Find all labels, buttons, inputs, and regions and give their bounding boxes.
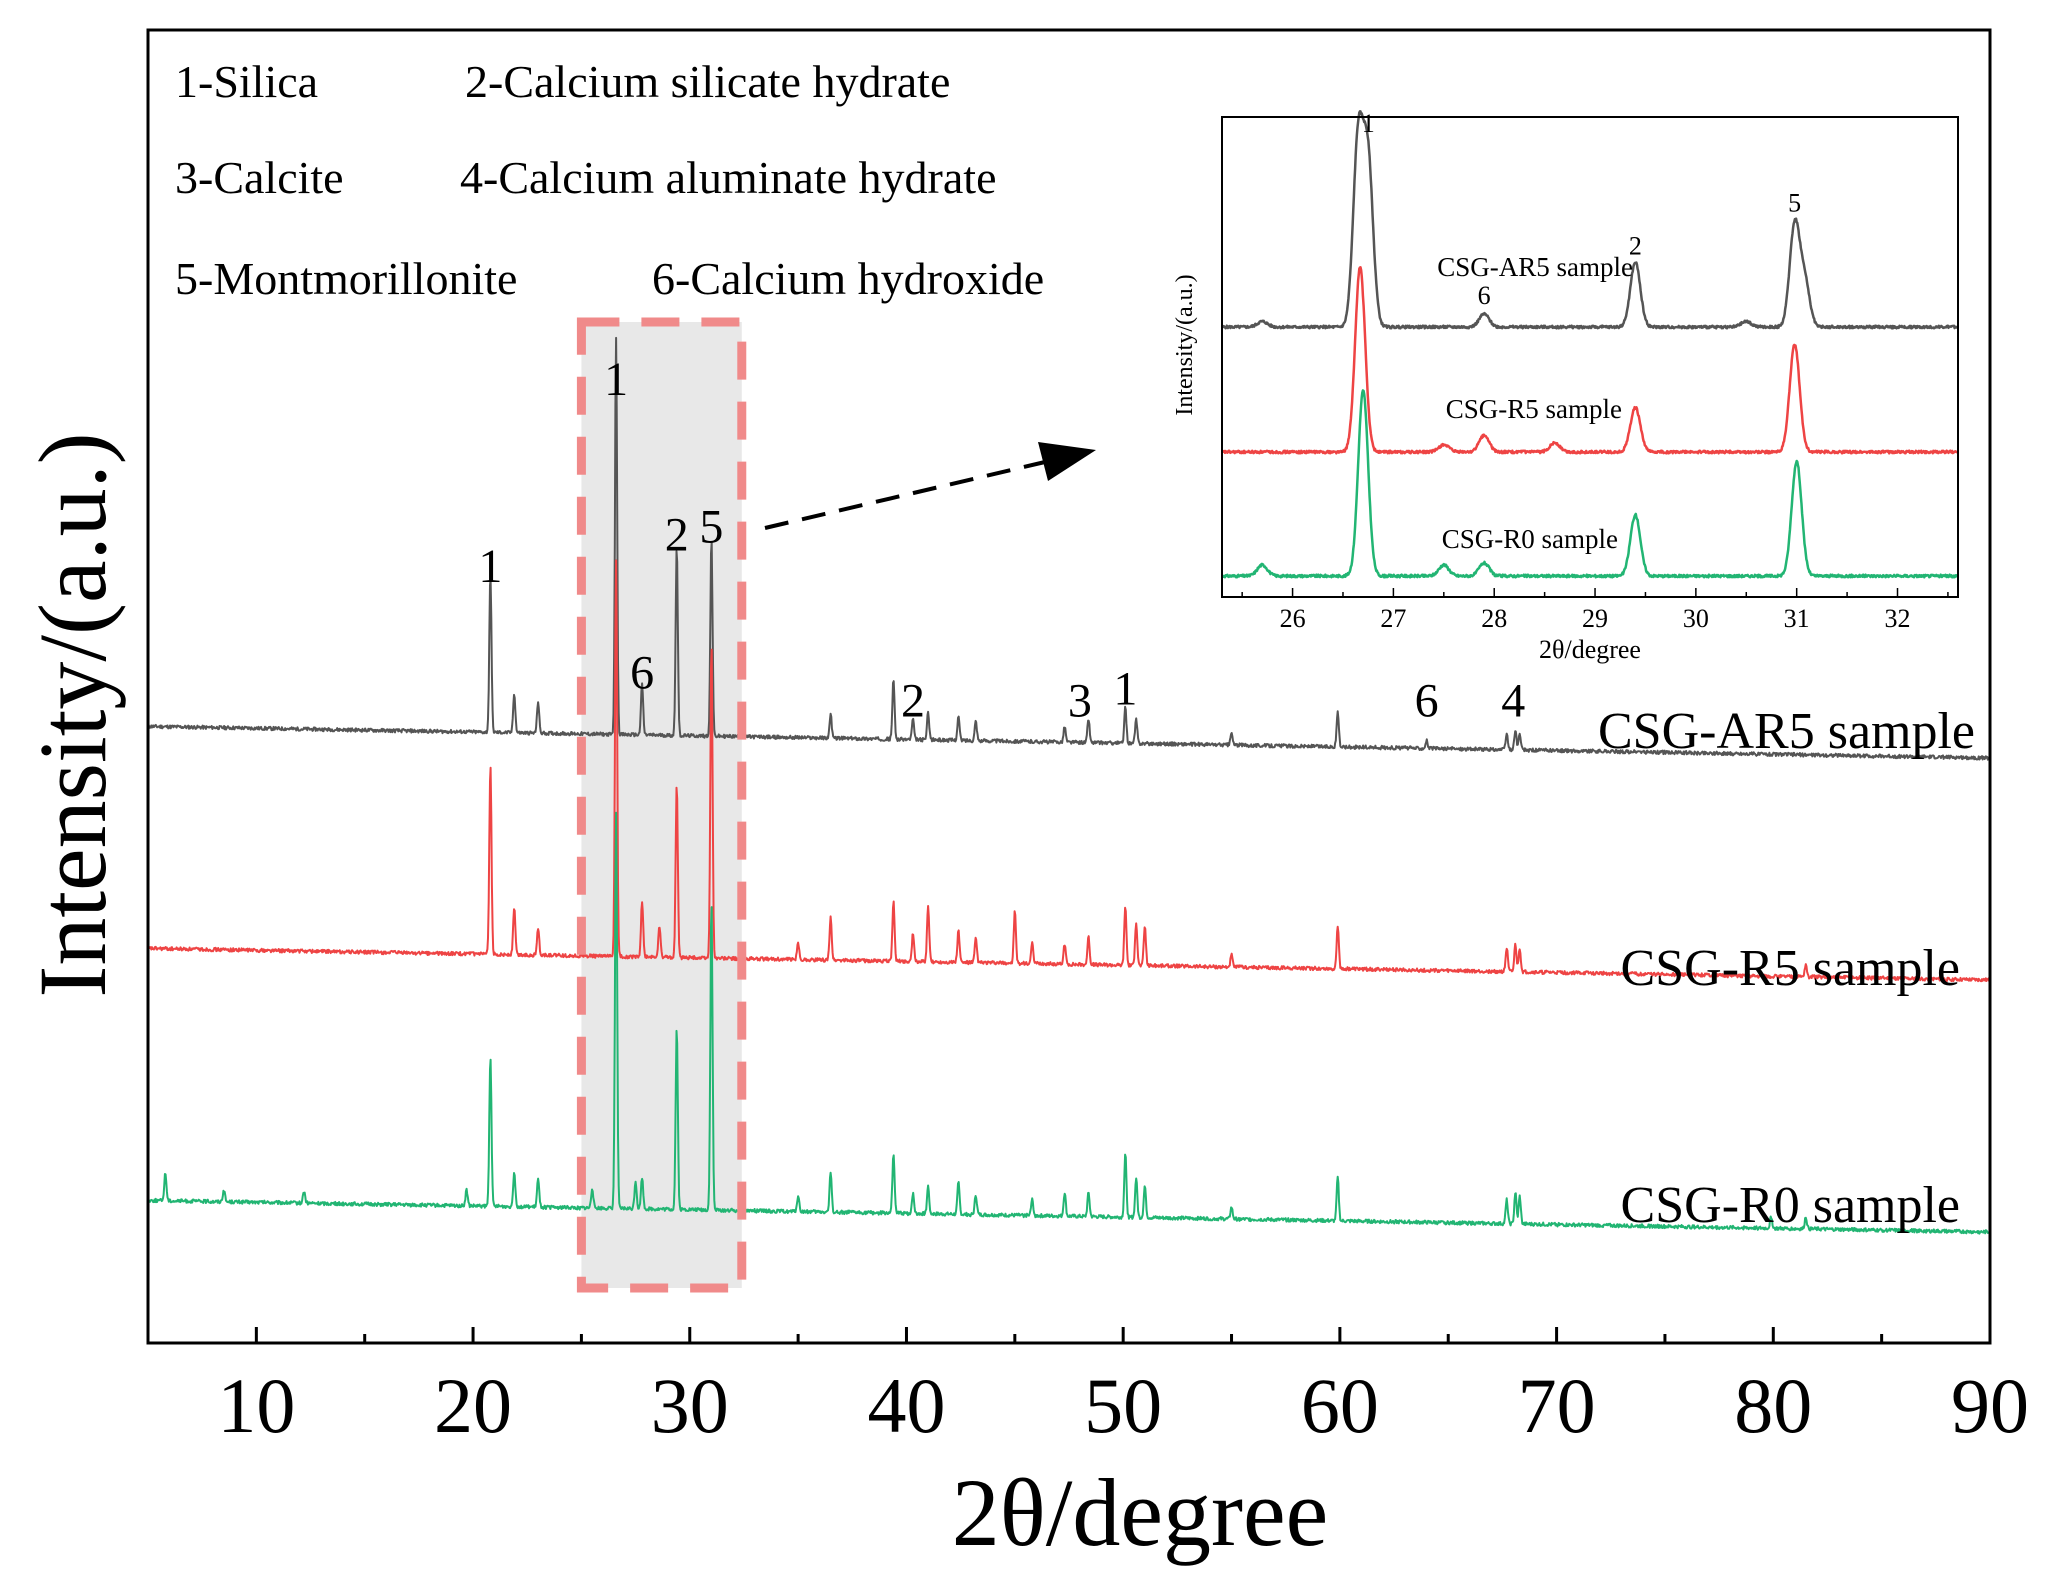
inset-plot-area [1220,110,1959,579]
inset-peak-label-2: 6 [1478,281,1491,310]
x-tick-label: 80 [1734,1362,1812,1449]
legend-key-4: 4-Calcium aluminate hydrate [460,152,996,203]
peak-label-8: 1 [1113,662,1137,715]
legend-key-1: 1-Silica [175,56,318,107]
peak-label-9: 6 [1415,674,1439,727]
inset-x-tick-label: 29 [1582,604,1608,633]
x-tick-label: 60 [1301,1362,1379,1449]
inset-series-names: CSG-AR5 sample CSG-R5 sample CSG-R0 sample [1437,252,1633,554]
inset-peak-label-4: 5 [1788,188,1801,217]
series-r0-line [147,811,1991,1235]
x-tick-label: 40 [867,1362,945,1449]
x-tick-label: 30 [651,1362,729,1449]
highlight-region [581,322,742,1288]
inset-peak-label-1: 1 [1362,109,1375,138]
peak-label-5: 5 [699,501,723,554]
peak-label-4: 2 [665,508,689,561]
inset-y-axis-label: Intensity/(a.u.) [1172,274,1198,415]
inset-x-tick-label: 28 [1481,604,1507,633]
inset-background [1222,117,1958,597]
zoom-arrowhead [1038,442,1096,481]
inset-x-ticks: 26 27 28 29 30 31 32 [1241,588,1949,633]
series-ar5-name: CSG-AR5 sample [1598,703,1975,760]
main-x-ticks: 10 20 30 40 50 60 70 80 90 [217,1327,2029,1449]
inset-x-tick-label: 32 [1885,604,1911,633]
inset-series-r0-name: CSG-R0 sample [1442,524,1618,554]
inset-series-r5-name: CSG-R5 sample [1446,394,1622,424]
x-tick-label: 20 [434,1362,512,1449]
x-tick-label: 10 [217,1362,295,1449]
highlight-fill [581,322,742,1288]
series-r5-name: CSG-R5 sample [1621,940,1960,997]
main-plot-area [147,336,1991,1235]
peak-label-3: 6 [630,647,654,700]
legend-key-5: 5-Montmorillonite [175,253,517,304]
inset-x-tick-label: 26 [1280,604,1306,633]
highlight-border [576,317,747,1293]
zoom-arrow [764,460,1046,530]
inset-x-axis-label: 2θ/degree [1539,635,1641,664]
inset-series-ar5-name: CSG-AR5 sample [1437,252,1633,282]
inset-x-tick-label: 27 [1380,604,1406,633]
peak-label-7: 3 [1068,674,1092,727]
legend-key-2: 2-Calcium silicate hydrate [465,56,950,107]
peak-label-10: 4 [1501,674,1525,727]
inset-x-tick-label: 31 [1784,604,1810,633]
inset-x-tick-label: 30 [1683,604,1709,633]
inset-series-r0-line [1221,389,1959,579]
legend-key-3: 3-Calcite [175,152,344,203]
inset-peak-label-3: 2 [1629,231,1642,260]
peak-label-1: 1 [478,540,502,593]
main-series-names: CSG-AR5 sample CSG-R5 sample CSG-R0 sample [1598,703,1975,1234]
inset-series-r5-line [1221,266,1959,455]
series-r5-line [147,559,1991,983]
series-r0-name: CSG-R0 sample [1621,1177,1960,1234]
peak-label-6: 2 [901,674,925,727]
x-tick-label: 90 [1951,1362,2029,1449]
x-axis-label: 2θ/degree [952,1459,1328,1566]
peak-label-2: 1 [604,353,628,406]
y-axis-label: Intensity/(a.u.) [19,432,126,997]
main-axes-frame [146,28,1992,1345]
x-tick-label: 70 [1518,1362,1596,1449]
inset-axes-frame [1221,116,1959,598]
inset-series-ar5-line [1220,110,1959,330]
series-ar5-line [147,336,1991,761]
legend-key-6: 6-Calcium hydroxide [652,253,1044,304]
x-tick-label: 50 [1084,1362,1162,1449]
